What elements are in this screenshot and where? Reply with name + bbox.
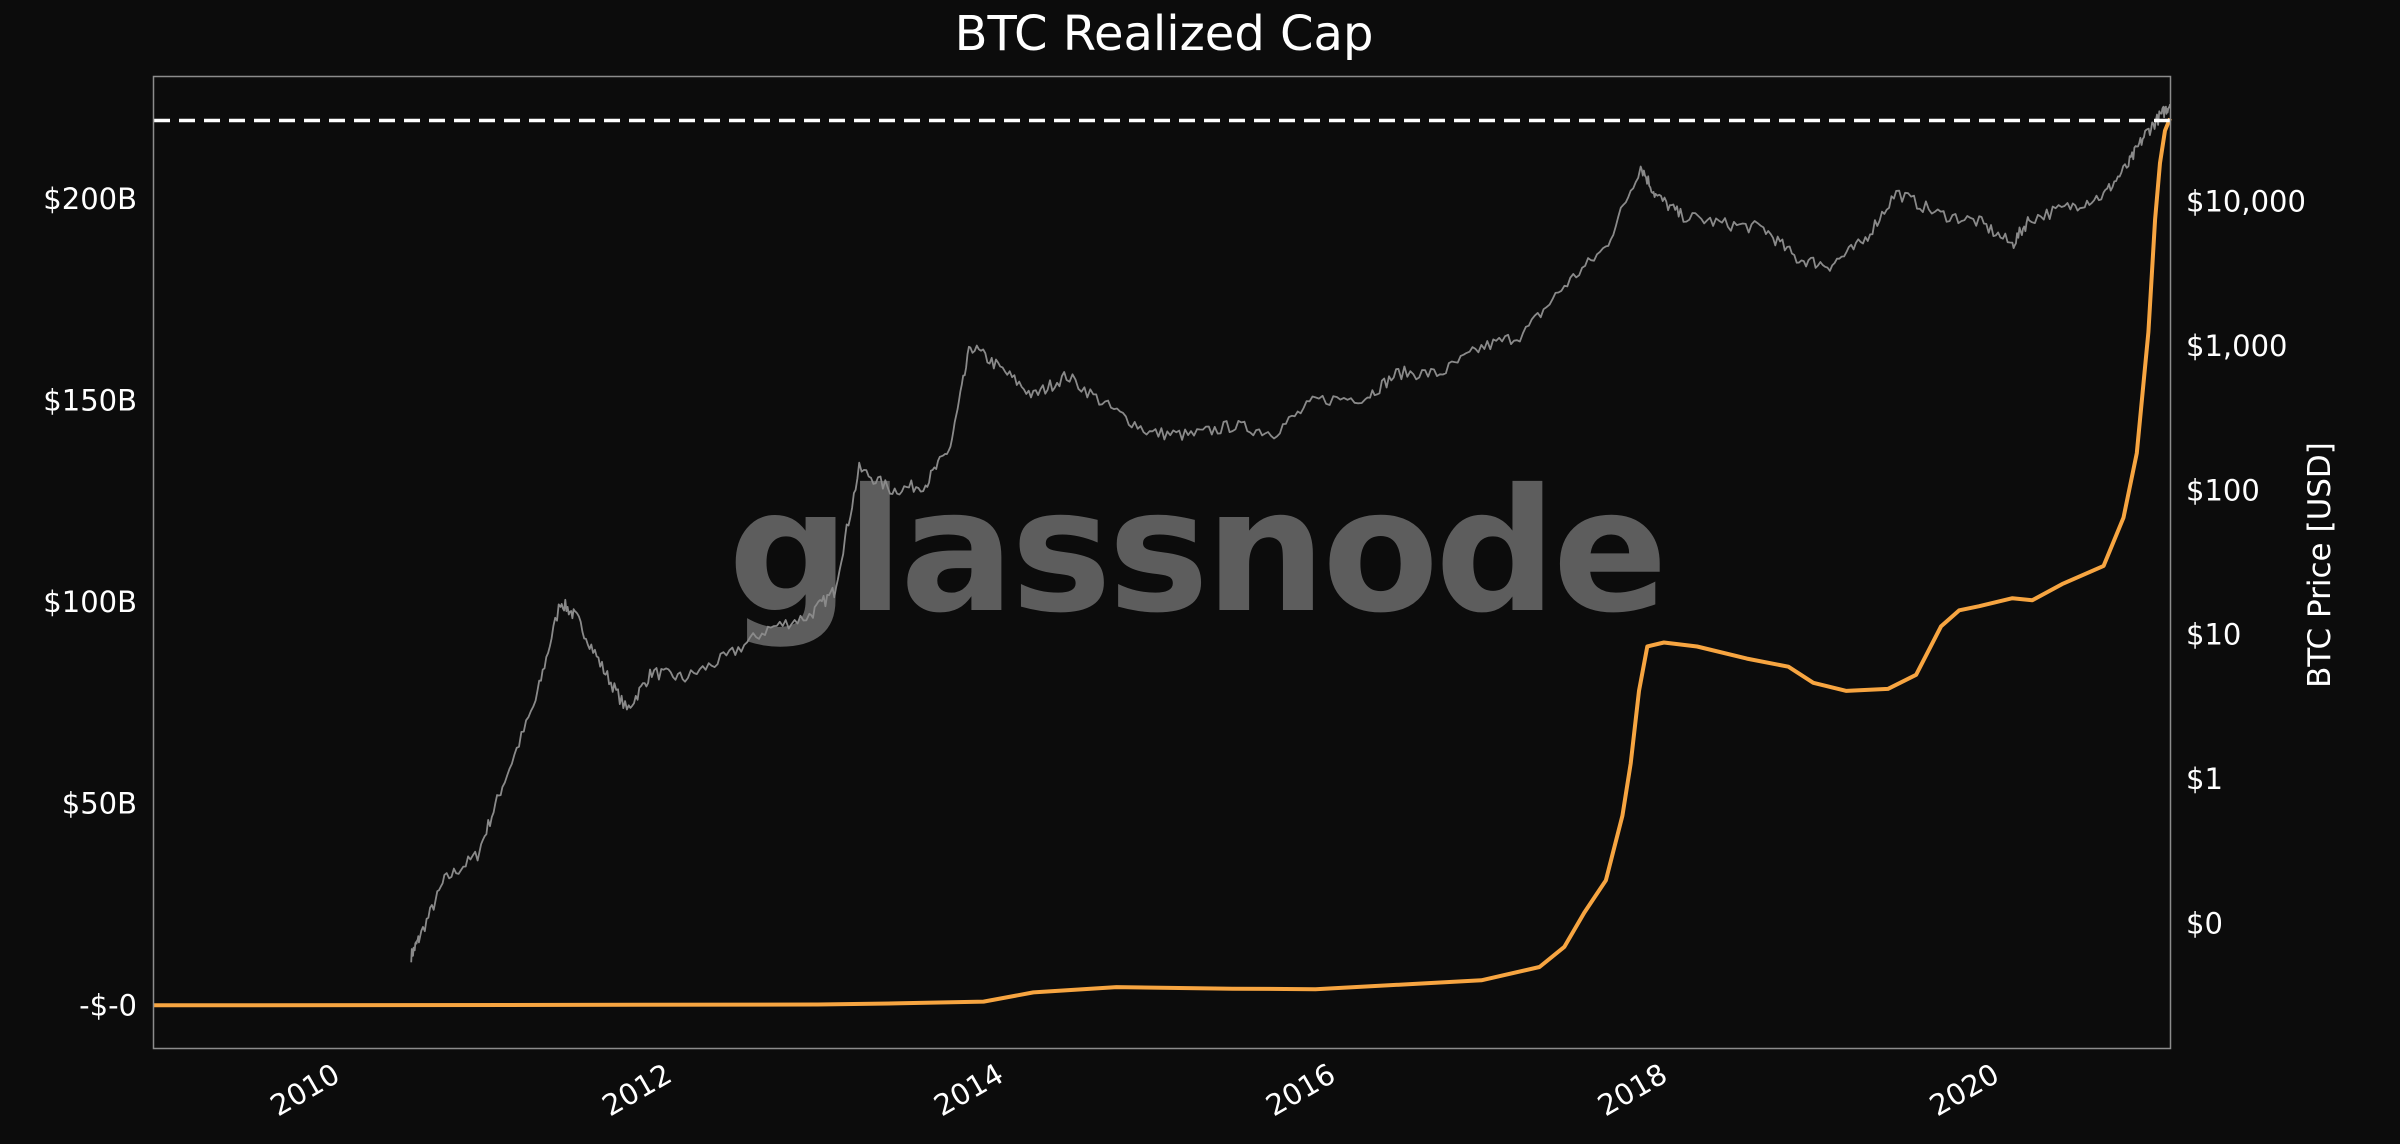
right-axis-label: BTC Price [USD] [2302, 442, 2338, 688]
left-axis-tick-label: $150B [43, 384, 137, 418]
right-axis-tick-label: $1,000 [2186, 329, 2287, 363]
right-axis-tick-label: $10 [2186, 618, 2241, 652]
right-axis-tick-label: $10,000 [2186, 184, 2306, 218]
right-axis-tick-label: $1 [2186, 762, 2223, 796]
right-axis-tick-label: $100 [2186, 473, 2260, 507]
right-axis: $0 $1 $10 $100 $1,000 $10,000 [2186, 184, 2306, 940]
chart-title: BTC Realized Cap [955, 6, 1374, 62]
left-axis: -$-0 $50B $100B $150B $200B [43, 182, 137, 1022]
realized-cap-series-line [153, 117, 2172, 1008]
series-layer [153, 104, 2172, 1008]
plot-frame [152, 75, 2172, 1050]
left-axis-tick-label: $50B [62, 787, 137, 821]
left-axis-tick-label: $200B [43, 182, 137, 216]
right-axis-tick-label: $0 [2186, 907, 2223, 941]
left-axis-tick-label: -$-0 [79, 988, 137, 1022]
left-axis-tick-label: $100B [43, 585, 137, 619]
glassnode-watermark: glassnode [728, 453, 1664, 651]
btc-price-series-line [410, 104, 2171, 963]
